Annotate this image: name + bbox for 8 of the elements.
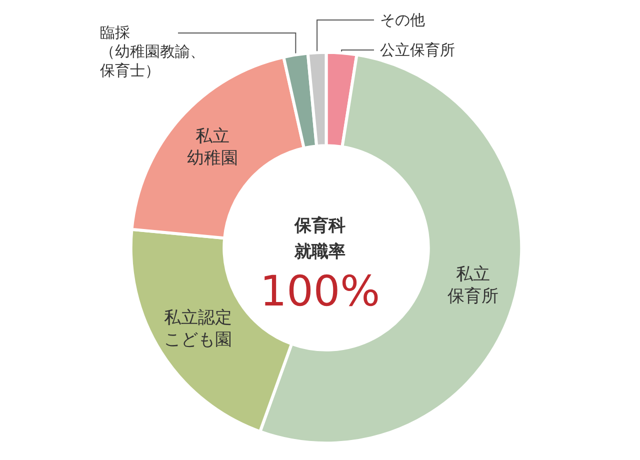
slice-label: 私立保育所 — [448, 264, 499, 306]
text: 100% — [260, 266, 380, 316]
slice-label: 私立幼稚園 — [186, 126, 238, 168]
slice-label: その他 — [380, 11, 425, 29]
text: 保育科就職率 — [294, 215, 346, 262]
slice-label: 私立認定こども園 — [164, 308, 232, 350]
slice-label: 公立保育所 — [380, 41, 455, 59]
slice-label: 臨採（幼稚園教諭、保育士） — [100, 24, 205, 80]
